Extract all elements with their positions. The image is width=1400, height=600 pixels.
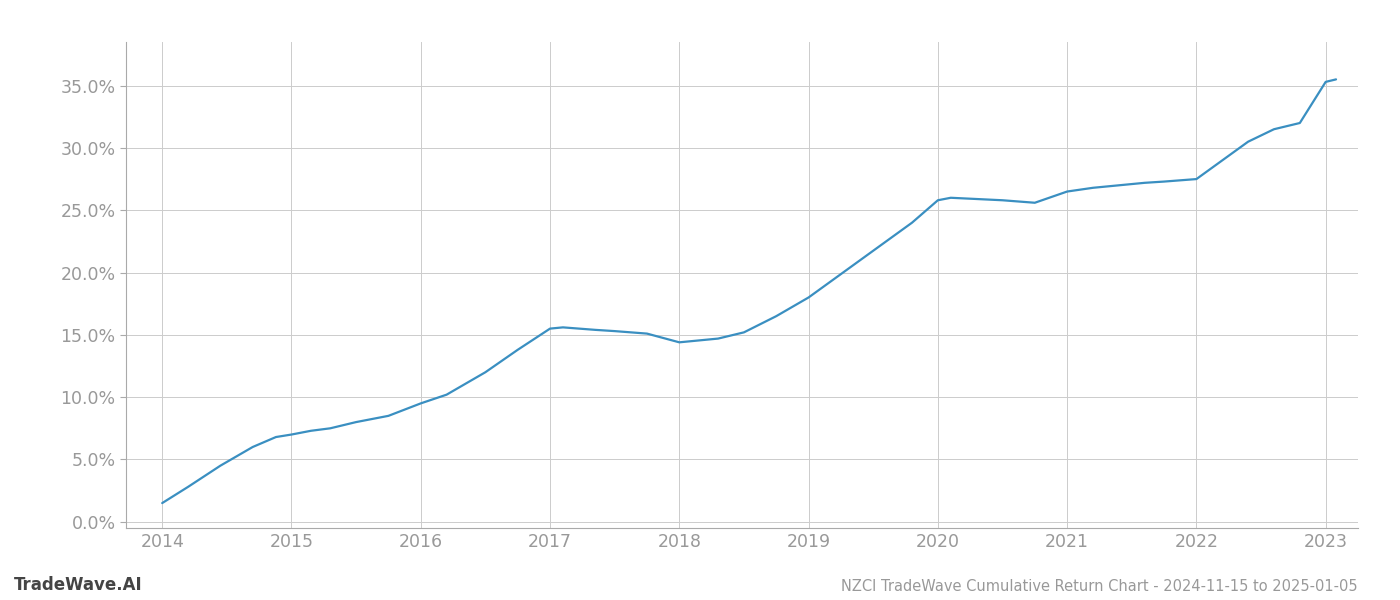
Text: TradeWave.AI: TradeWave.AI [14,576,143,594]
Text: NZCI TradeWave Cumulative Return Chart - 2024-11-15 to 2025-01-05: NZCI TradeWave Cumulative Return Chart -… [841,579,1358,594]
